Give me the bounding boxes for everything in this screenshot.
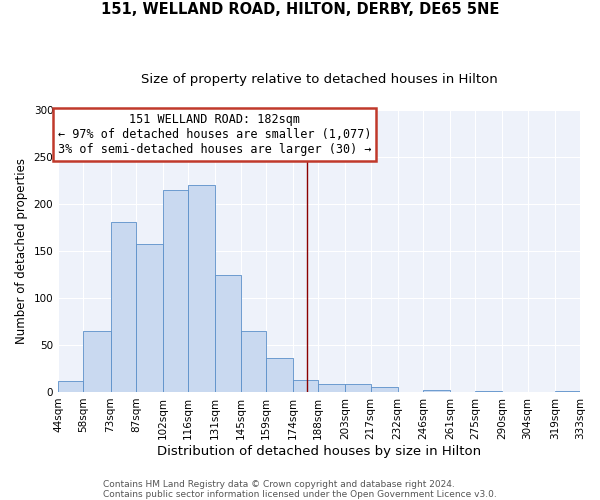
Text: Contains HM Land Registry data © Crown copyright and database right 2024.
Contai: Contains HM Land Registry data © Crown c…: [103, 480, 497, 499]
Bar: [58, 380, 83, 392]
Title: Size of property relative to detached houses in Hilton: Size of property relative to detached ho…: [141, 72, 497, 86]
Bar: [318, 384, 345, 392]
Bar: [83, 331, 110, 392]
Bar: [163, 190, 188, 392]
Bar: [266, 358, 293, 392]
Bar: [371, 388, 398, 392]
Bar: [136, 244, 163, 392]
Bar: [475, 391, 502, 392]
Bar: [345, 384, 371, 392]
Bar: [188, 186, 215, 392]
Text: 151 WELLAND ROAD: 182sqm
← 97% of detached houses are smaller (1,077)
3% of semi: 151 WELLAND ROAD: 182sqm ← 97% of detach…: [58, 113, 371, 156]
Text: 151, WELLAND ROAD, HILTON, DERBY, DE65 5NE: 151, WELLAND ROAD, HILTON, DERBY, DE65 5…: [101, 2, 499, 18]
Bar: [293, 380, 318, 392]
Bar: [215, 274, 241, 392]
Bar: [241, 331, 266, 392]
Y-axis label: Number of detached properties: Number of detached properties: [15, 158, 28, 344]
Bar: [110, 222, 136, 392]
Bar: [555, 391, 580, 392]
X-axis label: Distribution of detached houses by size in Hilton: Distribution of detached houses by size …: [157, 444, 481, 458]
Bar: [423, 390, 450, 392]
